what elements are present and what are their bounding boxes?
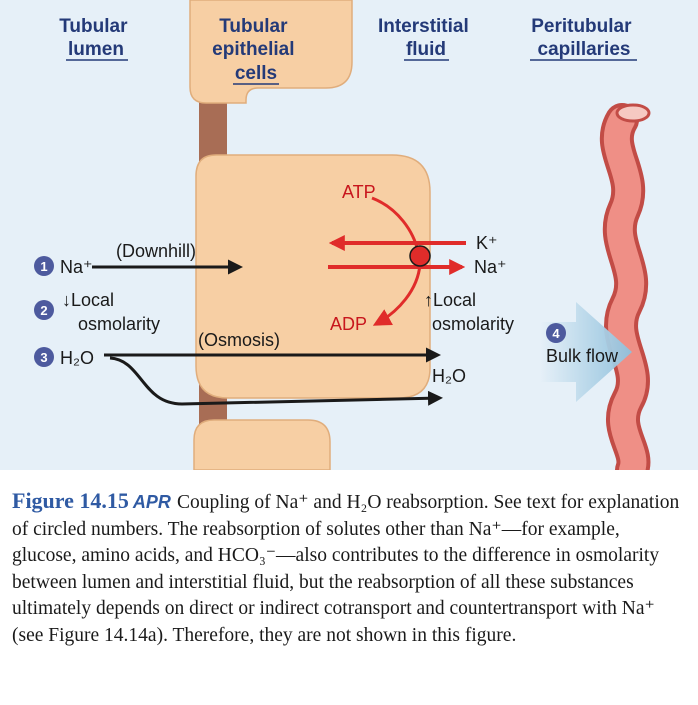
epithelial-cell-bottom <box>193 419 331 470</box>
na-k-atpase-pump <box>409 245 431 267</box>
header-tubular-lumen: Tubular lumen <box>59 16 133 60</box>
header-tubular-epithelial-cells: Tubular epithelial cells <box>212 16 300 84</box>
na-ion-label: Na⁺ <box>60 257 93 277</box>
atp-label: ATP <box>342 182 376 202</box>
step-badge-3 <box>34 347 54 367</box>
sodium-interstitial-label: Na⁺ <box>474 257 507 277</box>
step-badge-4-number: 4 <box>552 326 560 341</box>
osmosis-label: (Osmosis) <box>198 330 280 350</box>
epithelial-cell-middle <box>195 154 431 399</box>
capillary-opening <box>615 103 651 123</box>
downhill-label: (Downhill) <box>116 241 196 261</box>
epithelial-cell-top <box>189 0 353 104</box>
decreased-local-osmolarity-label: ↓Local osmolarity <box>62 290 160 334</box>
step-badge-1 <box>34 256 54 276</box>
caption-text: Coupling of Na⁺ and H₂O reabsorption. Se… <box>12 492 680 646</box>
figure-caption: Figure 14.15 APR Coupling of Na⁺ and H₂O r… <box>12 488 688 649</box>
diagram-canvas: Tubular lumen Tubular epithelial cells I… <box>34 0 651 470</box>
step-badge-2-number: 2 <box>40 303 47 318</box>
step-badge-1-number: 1 <box>40 259 47 274</box>
figure-number: Figure 14.15 <box>12 488 129 513</box>
peritubular-capillary-lumen <box>603 107 647 470</box>
potassium-label: K⁺ <box>476 233 498 253</box>
header-peritubular-capillaries: Peritubular capillaries <box>531 16 637 60</box>
step-badge-3-number: 3 <box>40 350 47 365</box>
water-interstitial-label: H₂O <box>432 366 466 386</box>
header-interstitial-fluid: Interstitial fluid <box>378 16 474 60</box>
water-paracellular-arrow <box>109 356 443 406</box>
bulk-flow-label: Bulk flow <box>546 346 619 366</box>
adp-arrow <box>372 263 422 326</box>
apr-logo: APR <box>132 492 171 512</box>
transport-diagram: Tubular lumen Tubular epithelial cells I… <box>0 0 698 470</box>
water-lumen-label: H₂O <box>60 348 94 368</box>
increased-local-osmolarity-label: ↑Local osmolarity <box>424 290 514 334</box>
adp-label: ADP <box>330 314 367 334</box>
step-badge-4 <box>546 323 566 343</box>
step-badge-2 <box>34 300 54 320</box>
